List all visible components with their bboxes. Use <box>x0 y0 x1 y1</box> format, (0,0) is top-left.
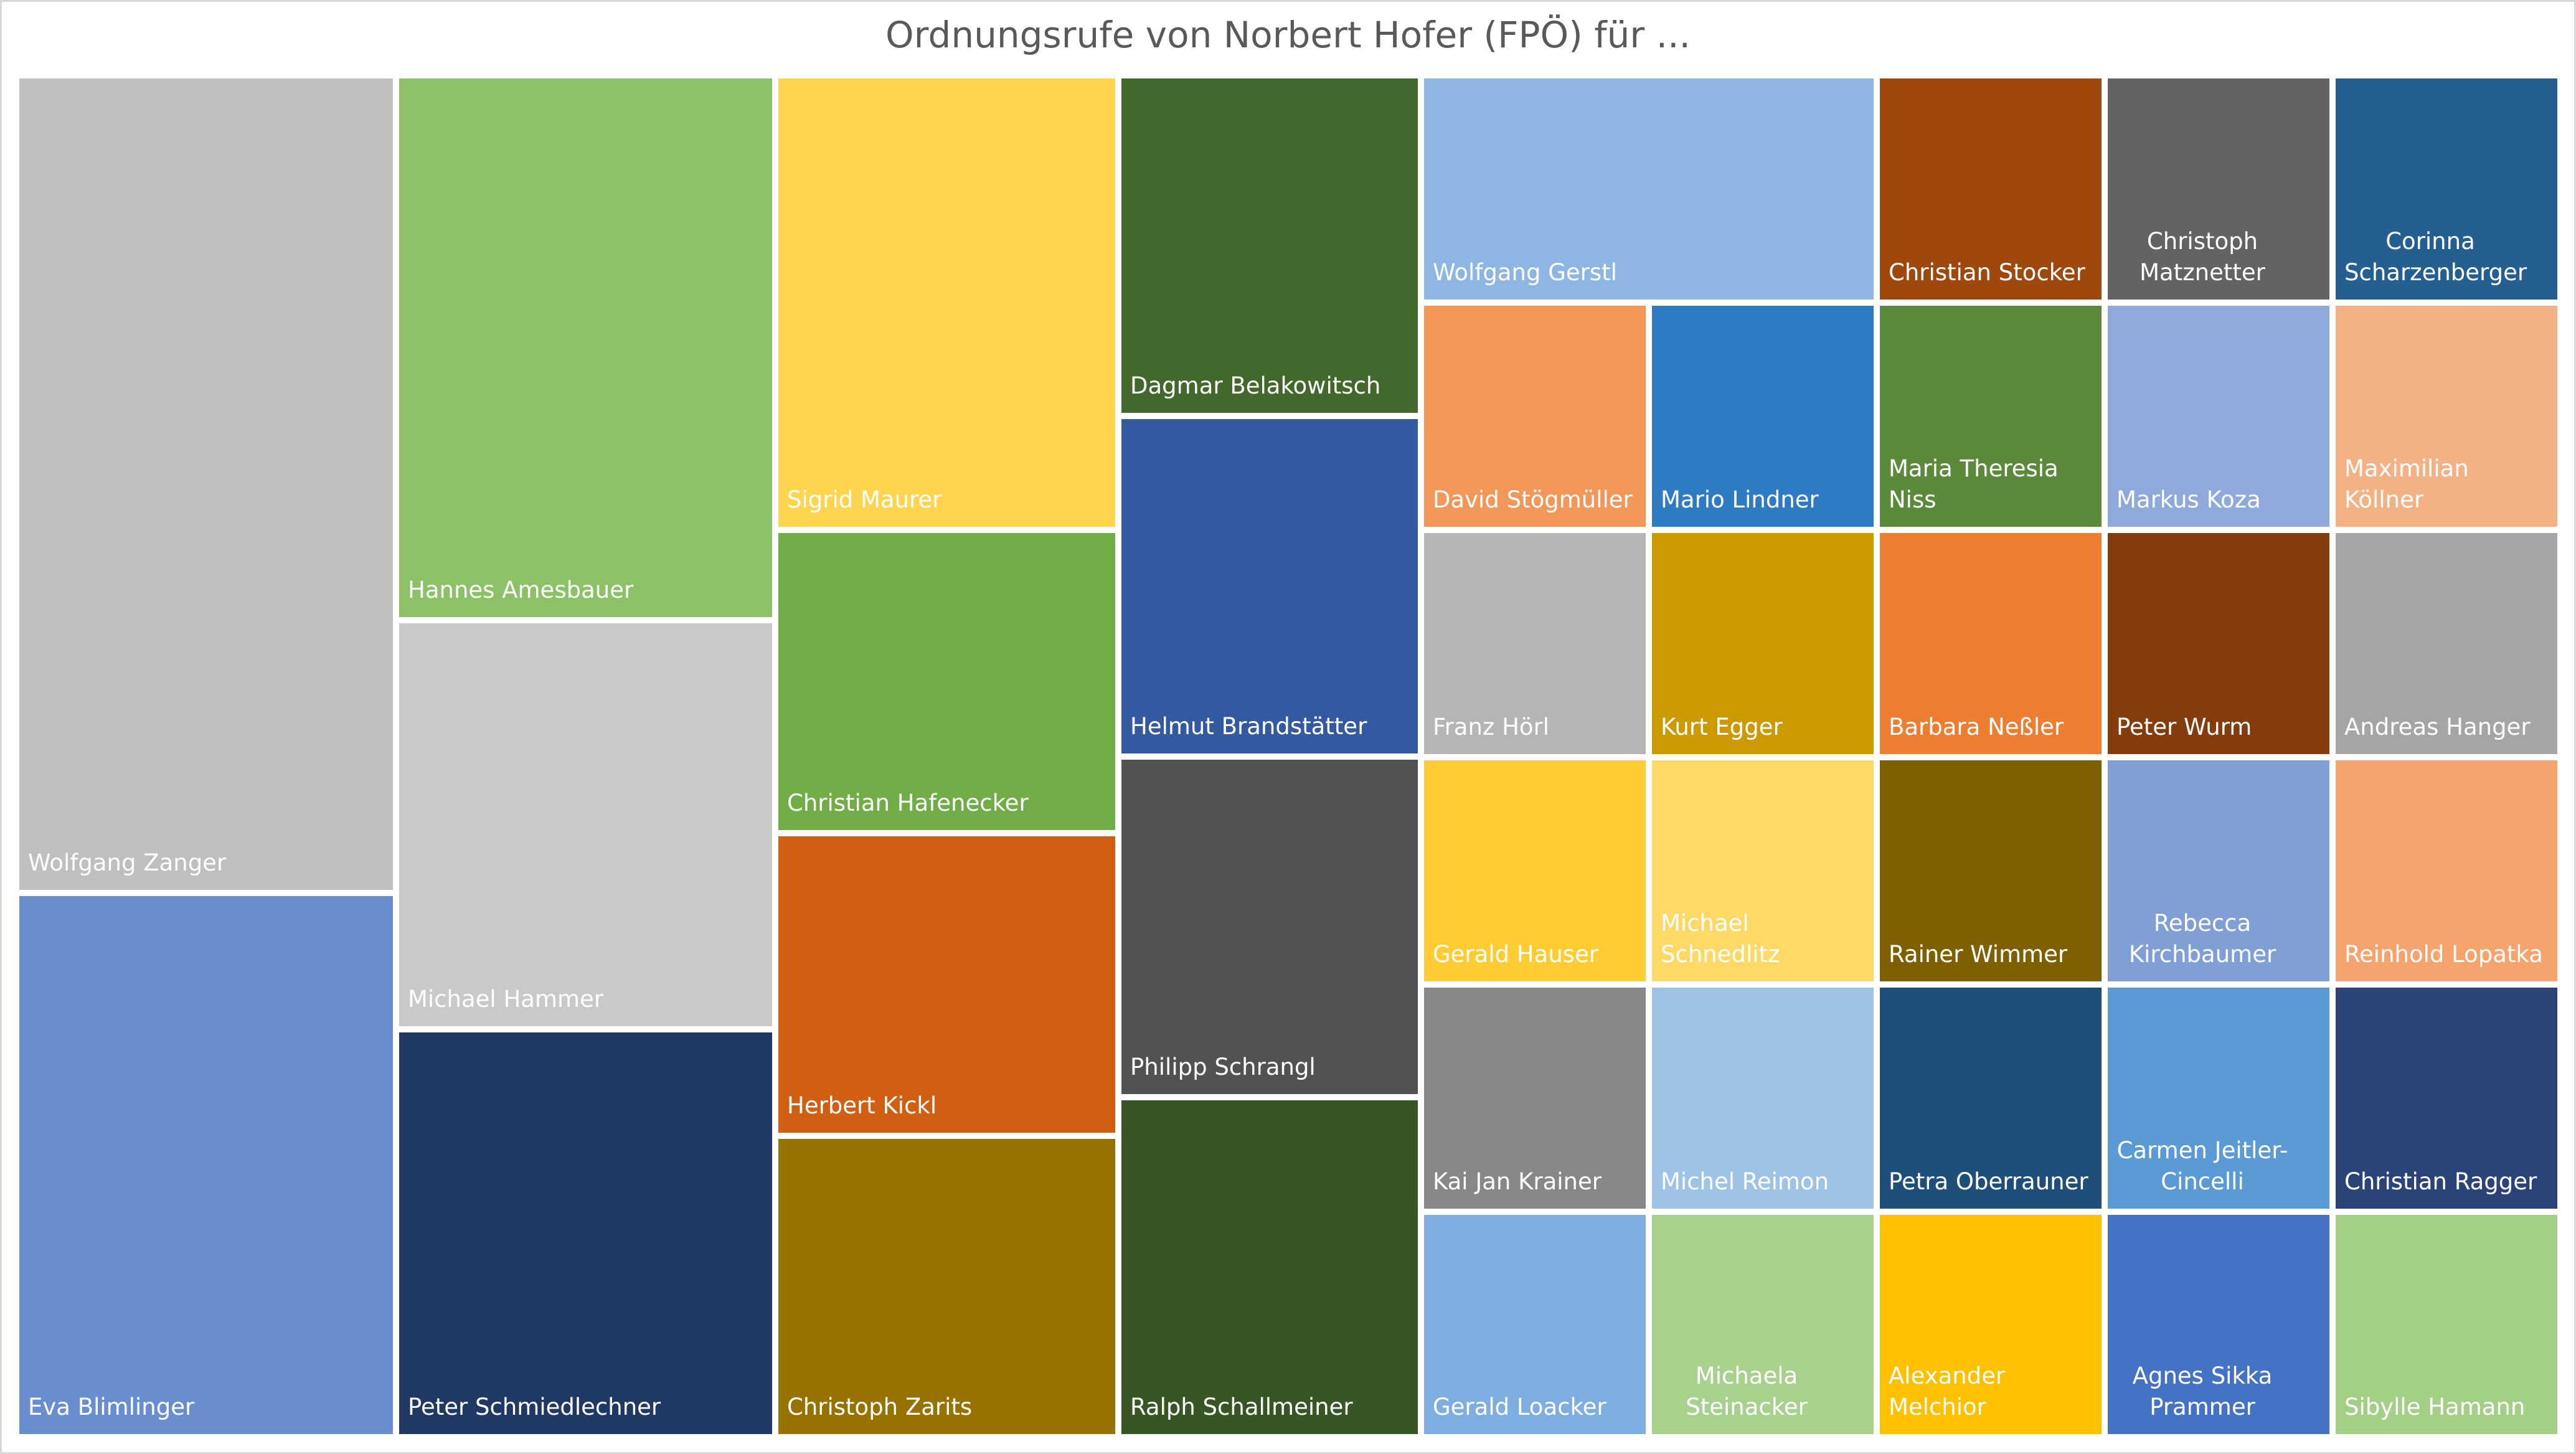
treemap-label: Christoph Zarits <box>787 1394 973 1420</box>
treemap-label: Sigrid Maurer <box>787 486 942 513</box>
treemap-tile-reinhold-lopatka: Reinhold Lopatka <box>2333 757 2560 984</box>
treemap-tile-hannes-amesbauer: Hannes Amesbauer <box>396 75 775 620</box>
treemap-tile-ralph-schallmeiner: Ralph Schallmeiner <box>1118 1097 1421 1437</box>
treemap-label: Michael Schnedlitz <box>1661 910 1780 968</box>
treemap-label: Andreas Hanger <box>2344 714 2531 740</box>
treemap-label: Ralph Schallmeiner <box>1130 1394 1353 1420</box>
treemap-label: Wolfgang Zanger <box>28 849 227 876</box>
treemap-tile-philipp-schrangl: Philipp Schrangl <box>1118 757 1421 1097</box>
treemap-tile-kurt-egger: Kurt Egger <box>1649 530 1877 757</box>
treemap-tile-mario-lindner: Mario Lindner <box>1649 303 1877 530</box>
treemap-label: Kurt Egger <box>1661 714 1783 740</box>
treemap-tile-kai-jan-krainer: Kai Jan Krainer <box>1421 984 1649 1212</box>
treemap-label: Christian Ragger <box>2344 1168 2537 1195</box>
treemap-tile-maria-theresia-niss: Maria Theresia Niss <box>1877 303 2105 530</box>
treemap-label: Dagmar Belakowitsch <box>1130 372 1381 399</box>
treemap-label: Helmut Brandstätter <box>1130 713 1367 740</box>
treemap-label: Barbara Neßler <box>1889 714 2064 740</box>
treemap-label: Peter Schmiedlechner <box>408 1394 661 1420</box>
treemap-label: Michael Hammer <box>408 986 604 1013</box>
treemap-tile-christian-ragger: Christian Ragger <box>2333 984 2560 1212</box>
treemap-label: Corinna Scharzenberger <box>2344 228 2527 286</box>
treemap-tile-maximilian-kollner: Maximilian Köllner <box>2333 303 2560 530</box>
treemap-label: Christian Stocker <box>1889 259 2085 286</box>
treemap-label: Alexander Melchior <box>1889 1362 2006 1420</box>
treemap-tile-christoph-zarits: Christoph Zarits <box>775 1136 1118 1437</box>
treemap-tile-michael-schnedlitz: Michael Schnedlitz <box>1649 757 1877 984</box>
treemap-tile-gerald-loacker: Gerald Loacker <box>1421 1212 1649 1437</box>
treemap-tile-corinna-scharzenberger: Corinna Scharzenberger <box>2333 75 2560 303</box>
treemap-tile-franz-horl: Franz Hörl <box>1421 530 1649 757</box>
treemap-label: Hannes Amesbauer <box>408 577 634 603</box>
treemap-label: Christoph Matznetter <box>2140 228 2265 286</box>
treemap-tile-michaela-steinacker: Michaela Steinacker <box>1649 1212 1877 1437</box>
treemap-label: Reinhold Lopatka <box>2344 941 2543 968</box>
treemap-label: Christian Hafenecker <box>787 790 1029 816</box>
treemap-label: Rainer Wimmer <box>1889 941 2068 968</box>
treemap-label: David Stögmüller <box>1433 486 1633 513</box>
chart-title: Ordnungsrufe von Norbert Hofer (FPÖ) für… <box>885 14 1691 56</box>
treemap-tile-eva-blimlinger: Eva Blimlinger <box>16 893 396 1437</box>
treemap-tile-wolfgang-gerstl: Wolfgang Gerstl <box>1421 75 1877 303</box>
treemap-tile-helmut-brandstatter: Helmut Brandstätter <box>1118 416 1421 757</box>
treemap-label: Petra Oberrauner <box>1889 1168 2088 1195</box>
treemap-label: Michel Reimon <box>1661 1168 1829 1195</box>
treemap-label: Kai Jan Krainer <box>1433 1168 1602 1195</box>
treemap-tile-christian-stocker: Christian Stocker <box>1877 75 2105 303</box>
treemap-label: Wolfgang Gerstl <box>1433 259 1617 286</box>
treemap-tile-alexander-melchior: Alexander Melchior <box>1877 1212 2105 1437</box>
treemap-label: Franz Hörl <box>1433 714 1550 740</box>
treemap-label: Michaela Steinacker <box>1686 1362 1808 1420</box>
treemap-tile-dagmar-belakowitsch: Dagmar Belakowitsch <box>1118 75 1421 416</box>
treemap-tile-wolfgang-zanger: Wolfgang Zanger <box>16 75 396 893</box>
treemap-label: Herbert Kickl <box>787 1092 937 1119</box>
treemap-tile-gerald-hauser: Gerald Hauser <box>1421 757 1649 984</box>
treemap-tile-michel-reimon: Michel Reimon <box>1649 984 1877 1212</box>
treemap-tile-christian-hafenecker: Christian Hafenecker <box>775 530 1118 833</box>
treemap-tile-herbert-kickl: Herbert Kickl <box>775 833 1118 1136</box>
treemap-label: Mario Lindner <box>1661 486 1819 513</box>
treemap-tile-barbara-nessler: Barbara Neßler <box>1877 530 2105 757</box>
treemap-tile-petra-oberrauner: Petra Oberrauner <box>1877 984 2105 1212</box>
treemap-tile-agnes-sikka-prammer: Agnes Sikka Prammer <box>2105 1212 2333 1437</box>
treemap-tile-peter-wurm: Peter Wurm <box>2105 530 2333 757</box>
treemap-tile-michael-hammer: Michael Hammer <box>396 620 775 1029</box>
treemap-tile-markus-koza: Markus Koza <box>2105 303 2333 530</box>
treemap-tile-sibylle-hamann: Sibylle Hamann <box>2333 1212 2560 1437</box>
treemap-label: Sibylle Hamann <box>2344 1394 2526 1420</box>
treemap-label: Maria Theresia Niss <box>1889 455 2059 513</box>
treemap-tile-rebecca-kirchbaumer: Rebecca Kirchbaumer <box>2105 757 2333 984</box>
treemap-label: Peter Wurm <box>2116 714 2252 740</box>
treemap-label: Eva Blimlinger <box>28 1394 195 1420</box>
treemap-tile-christoph-matznetter: Christoph Matznetter <box>2105 75 2333 303</box>
treemap-tile-rainer-wimmer: Rainer Wimmer <box>1877 757 2105 984</box>
treemap-label: Gerald Loacker <box>1433 1394 1606 1420</box>
treemap-tile-andreas-hanger: Andreas Hanger <box>2333 530 2560 757</box>
treemap-tile-sigrid-maurer: Sigrid Maurer <box>775 75 1118 530</box>
treemap-label: Carmen Jeitler-Cincelli <box>2116 1137 2288 1195</box>
treemap-label: Maximilian Köllner <box>2344 455 2469 513</box>
treemap-tile-carmen-jeitler-cincelli: Carmen Jeitler-Cincelli <box>2105 984 2333 1212</box>
treemap-label: Markus Koza <box>2116 486 2261 513</box>
treemap-label: Gerald Hauser <box>1433 941 1599 968</box>
treemap-label: Rebecca Kirchbaumer <box>2128 910 2276 968</box>
treemap-label: Philipp Schrangl <box>1130 1054 1316 1080</box>
treemap-label: Agnes Sikka Prammer <box>2132 1362 2273 1420</box>
treemap-tile-peter-schmiedlechner: Peter Schmiedlechner <box>396 1029 775 1437</box>
treemap-tile-david-stogmuller: David Stögmüller <box>1421 303 1649 530</box>
